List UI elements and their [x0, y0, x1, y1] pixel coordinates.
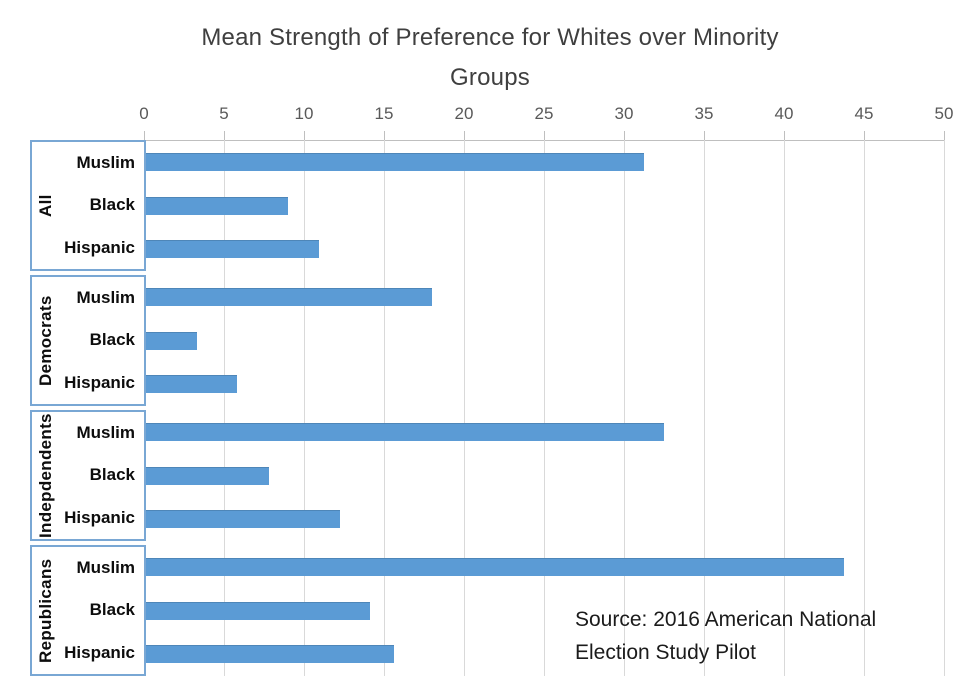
bar-indepdendents-black — [146, 467, 269, 485]
group-label-republicans: Republicans — [36, 558, 55, 663]
x-tick-label-20: 20 — [454, 104, 474, 123]
bar-indepdendents-muslim — [146, 423, 664, 441]
bar-republicans-muslim — [146, 558, 844, 576]
source-note-line-1: Source: 2016 American National — [575, 608, 877, 631]
group-label-all: All — [36, 194, 55, 217]
category-label-black: Black — [89, 600, 135, 620]
group-box-all: All Muslim Black Hispanic — [30, 140, 146, 271]
category-label-muslim: Muslim — [76, 423, 135, 443]
group-box-indepdendents: Indepdendents Muslim Black Hispanic — [30, 410, 146, 541]
group-label-democrats: Democrats — [36, 295, 55, 386]
bar-all-black — [146, 197, 288, 215]
category-column: Muslim Black Hispanic — [60, 277, 144, 404]
x-tick-label-40: 40 — [774, 104, 794, 123]
category-label-muslim: Muslim — [76, 153, 135, 173]
source-note-line-2: Election Study Pilot — [575, 641, 756, 664]
bar-indepdendents-hispanic — [146, 510, 340, 528]
x-tick-label-45: 45 — [854, 104, 874, 123]
category-label-black: Black — [89, 465, 135, 485]
bar-all-hispanic — [146, 240, 319, 258]
tick-mark-15 — [384, 131, 385, 140]
bar-republicans-black — [146, 602, 370, 620]
x-tick-label-15: 15 — [374, 104, 394, 123]
category-label-hispanic: Hispanic — [64, 372, 135, 392]
tick-mark-50 — [944, 131, 945, 140]
category-label-hispanic: Hispanic — [64, 237, 135, 257]
category-label-hispanic: Hispanic — [64, 642, 135, 662]
x-tick-label-50: 50 — [934, 104, 954, 123]
category-label-black: Black — [89, 195, 135, 215]
category-column: Muslim Black Hispanic — [60, 412, 144, 539]
tick-mark-0 — [144, 131, 145, 140]
tick-mark-30 — [624, 131, 625, 140]
tick-mark-35 — [704, 131, 705, 140]
group-label-indepdendents: Indepdendents — [36, 413, 55, 538]
category-label-hispanic: Hispanic — [64, 507, 135, 527]
chart-title: Mean Strength of Preference for Whites o… — [0, 18, 980, 98]
gridline-20 — [464, 140, 465, 676]
source-note: Source: 2016 American National Election … — [575, 603, 876, 669]
gridline-25 — [544, 140, 545, 676]
gridline-35 — [704, 140, 705, 676]
x-tick-label-30: 30 — [614, 104, 634, 123]
gridline-10 — [304, 140, 305, 676]
chart-title-line-1: Mean Strength of Preference for Whites o… — [201, 24, 779, 51]
group-box-republicans: Republicans Muslim Black Hispanic — [30, 545, 146, 676]
category-column: Muslim Black Hispanic — [60, 142, 144, 269]
chart-title-line-2: Groups — [450, 64, 530, 91]
tick-mark-45 — [864, 131, 865, 140]
bar-democrats-hispanic — [146, 375, 237, 393]
category-label-muslim: Muslim — [76, 288, 135, 308]
bar-democrats-black — [146, 332, 197, 350]
gridline-50 — [944, 140, 945, 676]
tick-mark-40 — [784, 131, 785, 140]
gridline-5 — [224, 140, 225, 676]
x-tick-label-25: 25 — [534, 104, 554, 123]
gridline-45 — [864, 140, 865, 676]
category-label-black: Black — [89, 330, 135, 350]
x-tick-label-35: 35 — [694, 104, 714, 123]
x-tick-label-10: 10 — [294, 104, 314, 123]
bar-republicans-hispanic — [146, 645, 394, 663]
category-label-muslim: Muslim — [76, 558, 135, 578]
group-box-democrats: Democrats Muslim Black Hispanic — [30, 275, 146, 406]
x-tick-label-5: 5 — [219, 104, 229, 123]
x-tick-label-0: 0 — [139, 104, 149, 123]
tick-mark-25 — [544, 131, 545, 140]
bar-democrats-muslim — [146, 288, 432, 306]
gridline-40 — [784, 140, 785, 676]
gridline-30 — [624, 140, 625, 676]
tick-mark-5 — [224, 131, 225, 140]
gridline-15 — [384, 140, 385, 676]
category-column: Muslim Black Hispanic — [60, 547, 144, 674]
tick-mark-10 — [304, 131, 305, 140]
tick-mark-20 — [464, 131, 465, 140]
bar-all-muslim — [146, 153, 644, 171]
